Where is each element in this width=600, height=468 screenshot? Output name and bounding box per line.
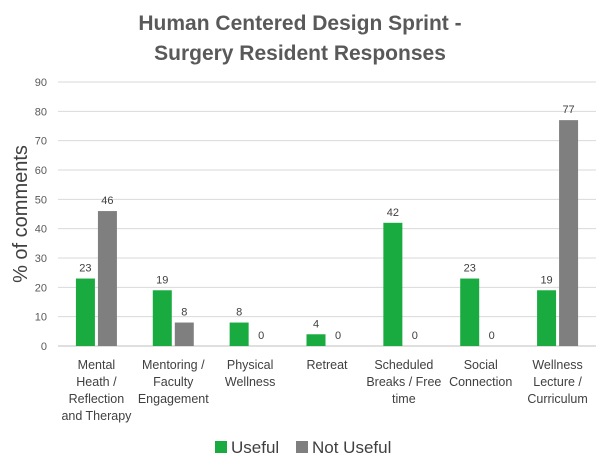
x-axis-categories: Mental Heath / Reflection and Therapy Mentor…	[61, 358, 587, 423]
legend: Useful Not Useful	[215, 438, 391, 457]
y-tick-label: 10	[35, 312, 47, 324]
chart-title-line: Human Centered Design Sprint -	[138, 12, 461, 35]
y-tick-label: 60	[35, 165, 47, 177]
bars	[75, 120, 579, 346]
x-category-label-line: Curriculum	[527, 392, 587, 406]
x-category-label-line: Lecture /	[533, 375, 582, 389]
y-tick-label: 70	[35, 136, 47, 148]
bar-useful	[306, 334, 326, 346]
y-tick-label: 40	[35, 224, 47, 236]
x-category-label: Social Connection	[449, 358, 512, 389]
legend-swatch-not-useful	[296, 441, 308, 453]
data-label: 4	[313, 318, 319, 330]
bar-not-useful	[97, 211, 117, 346]
x-category-label: Retreat	[307, 358, 349, 372]
x-category-label: Scheduled Breaks / Free time	[366, 358, 441, 406]
data-label: 8	[181, 307, 187, 319]
x-category-label-line: Wellness	[532, 358, 582, 372]
data-label: 42	[387, 207, 399, 219]
data-labels: 23 46 19 8 8 0 4 0 42 0 23 0 19 77	[79, 104, 574, 342]
gridlines	[58, 81, 596, 347]
x-category-label-line: Scheduled	[374, 358, 433, 372]
legend-label: Useful	[231, 438, 279, 457]
x-category-label-line: Mentoring /	[142, 358, 205, 372]
y-tick-label: 80	[35, 106, 47, 118]
x-category-label-line: time	[392, 392, 416, 406]
x-category-label: Mentoring / Faculty Engagement	[138, 358, 209, 406]
data-label: 0	[489, 330, 495, 342]
bar-not-useful	[174, 322, 194, 346]
data-label: 8	[236, 307, 242, 319]
data-label: 46	[101, 195, 113, 207]
x-category-label-line: Breaks / Free	[366, 375, 441, 389]
data-label: 0	[258, 330, 264, 342]
chart-title-line: Surgery Resident Responses	[154, 42, 446, 65]
x-category-label-line: and Therapy	[61, 409, 132, 423]
x-category-label-line: Reflection	[69, 392, 125, 406]
x-category-label-line: Mental	[78, 358, 116, 372]
legend-swatch-useful	[215, 441, 227, 453]
y-tick-label: 90	[35, 77, 47, 89]
y-tick-label: 30	[35, 253, 47, 265]
x-category-label: Mental Heath / Reflection and Therapy	[61, 358, 132, 423]
x-category-label-line: Social	[464, 358, 498, 372]
data-label: 23	[464, 263, 476, 275]
x-category-label-line: Faculty	[153, 375, 194, 389]
x-category-label: Physical Wellness	[225, 358, 275, 389]
bar-useful	[75, 278, 95, 346]
x-category-label: Wellness Lecture / Curriculum	[527, 358, 587, 406]
data-label: 0	[412, 330, 418, 342]
data-label: 77	[562, 104, 574, 116]
x-category-label-line: Physical	[227, 358, 274, 372]
x-category-label-line: Connection	[449, 375, 512, 389]
x-category-label-line: Engagement	[138, 392, 209, 406]
data-label: 19	[156, 274, 168, 286]
bar-useful	[152, 290, 172, 346]
chart-title: Human Centered Design Sprint - Surgery Re…	[138, 12, 461, 65]
y-axis-label: % of comments	[10, 145, 32, 283]
y-tick-label: 50	[35, 194, 47, 206]
legend-label: Not Useful	[312, 438, 391, 457]
bar-useful	[229, 322, 249, 346]
y-tick-label: 0	[41, 341, 47, 353]
data-label: 0	[335, 330, 341, 342]
x-category-label-line: Heath /	[76, 375, 117, 389]
bar-useful	[537, 290, 557, 346]
bar-useful	[383, 222, 403, 346]
bar-not-useful	[559, 120, 579, 346]
y-axis-ticks: 0 10 20 30 40 50 60 70 80 90	[35, 77, 47, 353]
data-label: 19	[540, 274, 552, 286]
x-category-label-line: Retreat	[307, 358, 349, 372]
y-tick-label: 20	[35, 282, 47, 294]
x-category-label-line: Wellness	[225, 375, 275, 389]
data-label: 23	[79, 263, 91, 275]
bar-useful	[460, 278, 480, 346]
